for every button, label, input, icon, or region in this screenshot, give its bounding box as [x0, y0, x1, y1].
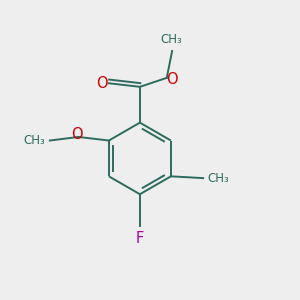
Text: O: O	[71, 127, 83, 142]
Text: CH₃: CH₃	[160, 33, 182, 46]
Text: O: O	[166, 71, 178, 86]
Text: F: F	[136, 231, 144, 246]
Text: CH₃: CH₃	[208, 172, 230, 184]
Text: CH₃: CH₃	[23, 134, 45, 147]
Text: O: O	[97, 76, 108, 91]
